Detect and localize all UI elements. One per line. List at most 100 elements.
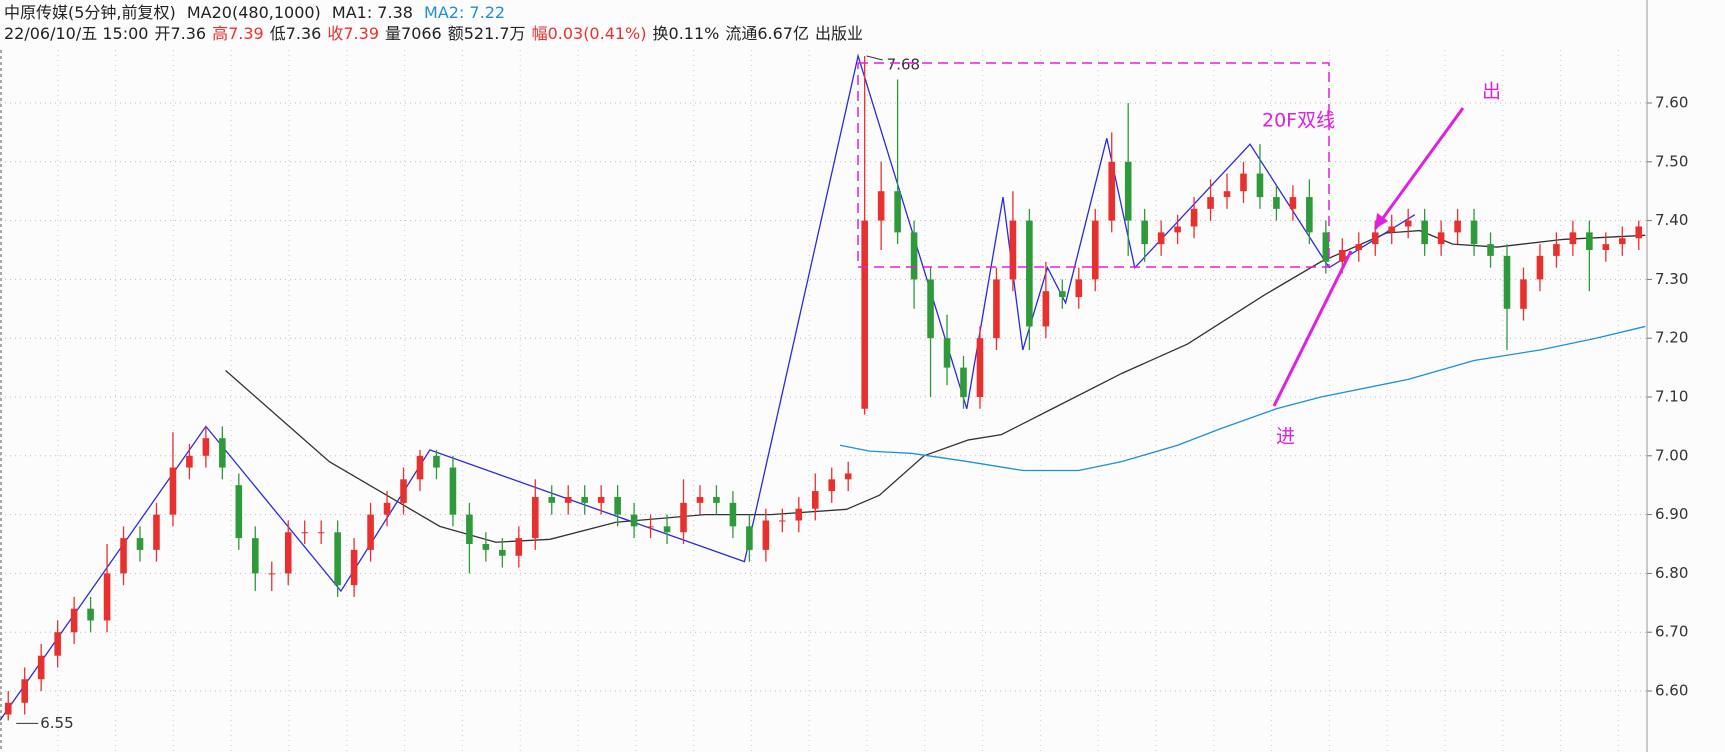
candle-body [762,520,770,550]
candle-body [1091,220,1099,280]
y-tick-label: 7.30 [1655,270,1688,288]
candle-body [531,496,539,539]
ma2-value: MA2: 7.22 [424,3,506,22]
info-item: 流通6.67亿 [725,24,809,43]
candle-body [1174,226,1181,233]
candle-body [1157,232,1165,245]
candle-body [1207,197,1214,209]
candle-body [268,573,276,575]
candle-body [1569,232,1577,245]
candle-body [811,491,819,509]
candle-body [1487,244,1494,256]
candle-body [186,455,193,468]
candle-body [1520,279,1527,309]
info-item: 幅0.03(0.41%) [531,24,647,43]
candle-body [219,438,226,468]
candle-body [334,532,341,586]
y-tick-label: 7.50 [1655,152,1688,170]
stock-title: 中原传媒(5分钟,前复权) [4,3,176,22]
candle-body [515,538,523,556]
candle-body [1322,232,1330,262]
plot: 6.60 6.70 6.80 6.90 7.00 7.10 7.20 7.30 7.40 7.50… [0,50,1688,752]
candle-body [1388,226,1396,233]
candle-body [943,338,951,368]
candle-body [581,496,588,503]
candle-body [1042,291,1050,327]
candle-body [87,608,94,621]
candle-body [1503,255,1511,309]
candle-body [1289,197,1297,209]
candle-body [564,496,572,503]
candle-body [548,496,556,503]
candle-body [663,526,671,533]
y-tick-label: 7.60 [1655,94,1688,112]
candle-body [1586,232,1593,250]
candle-body [1339,250,1346,262]
candle-body [960,367,967,397]
candle-body [1059,291,1066,298]
info-item: 换0.11% [652,24,720,43]
out-arrowhead [1375,213,1388,229]
high-label: 7.68 [887,55,920,73]
candle-body [301,532,308,534]
candle-body [317,532,325,534]
high-arrow [866,55,883,61]
candle-body [235,485,243,539]
zone-box [857,62,1330,268]
out-label: 出 [1482,81,1501,103]
y-tick-label: 6.70 [1655,623,1688,641]
info-item: 22/06/10/五 15:00 [4,24,149,43]
candle-body [482,544,490,550]
candle-body [680,502,687,533]
candle-body [828,479,836,492]
candle-body [1141,220,1148,245]
candle-body [433,455,440,468]
candle-body [499,549,506,556]
candle-body [153,514,160,550]
candle-body [746,526,753,550]
info-item: 低7.36 [269,24,322,43]
candle-body [1355,244,1363,250]
candle-body [844,473,852,480]
info-item: 收7.39 [327,24,380,43]
candle-body [21,679,28,703]
candle-body [1602,244,1610,250]
candle-body [1026,220,1033,327]
info-item: 量7066 [385,24,442,43]
candle-body [877,191,885,221]
candle-body [1553,244,1560,256]
candle-body [1371,232,1379,245]
candle-body [416,455,424,480]
info-item: 出版业 [815,24,864,43]
candle-body [1619,238,1626,245]
candle-body [103,573,111,621]
y-tick-label: 7.40 [1655,211,1688,229]
candle-body [1306,197,1313,233]
info-item: 额521.7万 [447,24,526,43]
candle-body [696,496,704,503]
candle-body [597,496,605,503]
low-label: 6.55 [40,714,73,732]
candle-body [795,508,803,521]
info-item: 高7.39 [212,24,264,43]
candle-body [614,496,621,515]
out-arrow [1373,107,1465,230]
series-line [225,229,1646,543]
indicator: MA20(480,1000) [186,3,321,22]
candle-body [1454,220,1461,233]
candle-body [1635,226,1643,239]
y-tick-label: 7.20 [1655,329,1688,347]
series-line [839,325,1646,472]
candle-body [1536,255,1544,280]
candle-body [630,514,638,527]
candle-body [350,549,358,586]
candle-body [1190,208,1198,227]
candle-body [1273,197,1280,209]
in-arrow [1272,250,1353,407]
candle-body [4,702,12,715]
candle-body [1404,220,1412,227]
candle-body [779,520,786,522]
candle-body [284,532,292,574]
